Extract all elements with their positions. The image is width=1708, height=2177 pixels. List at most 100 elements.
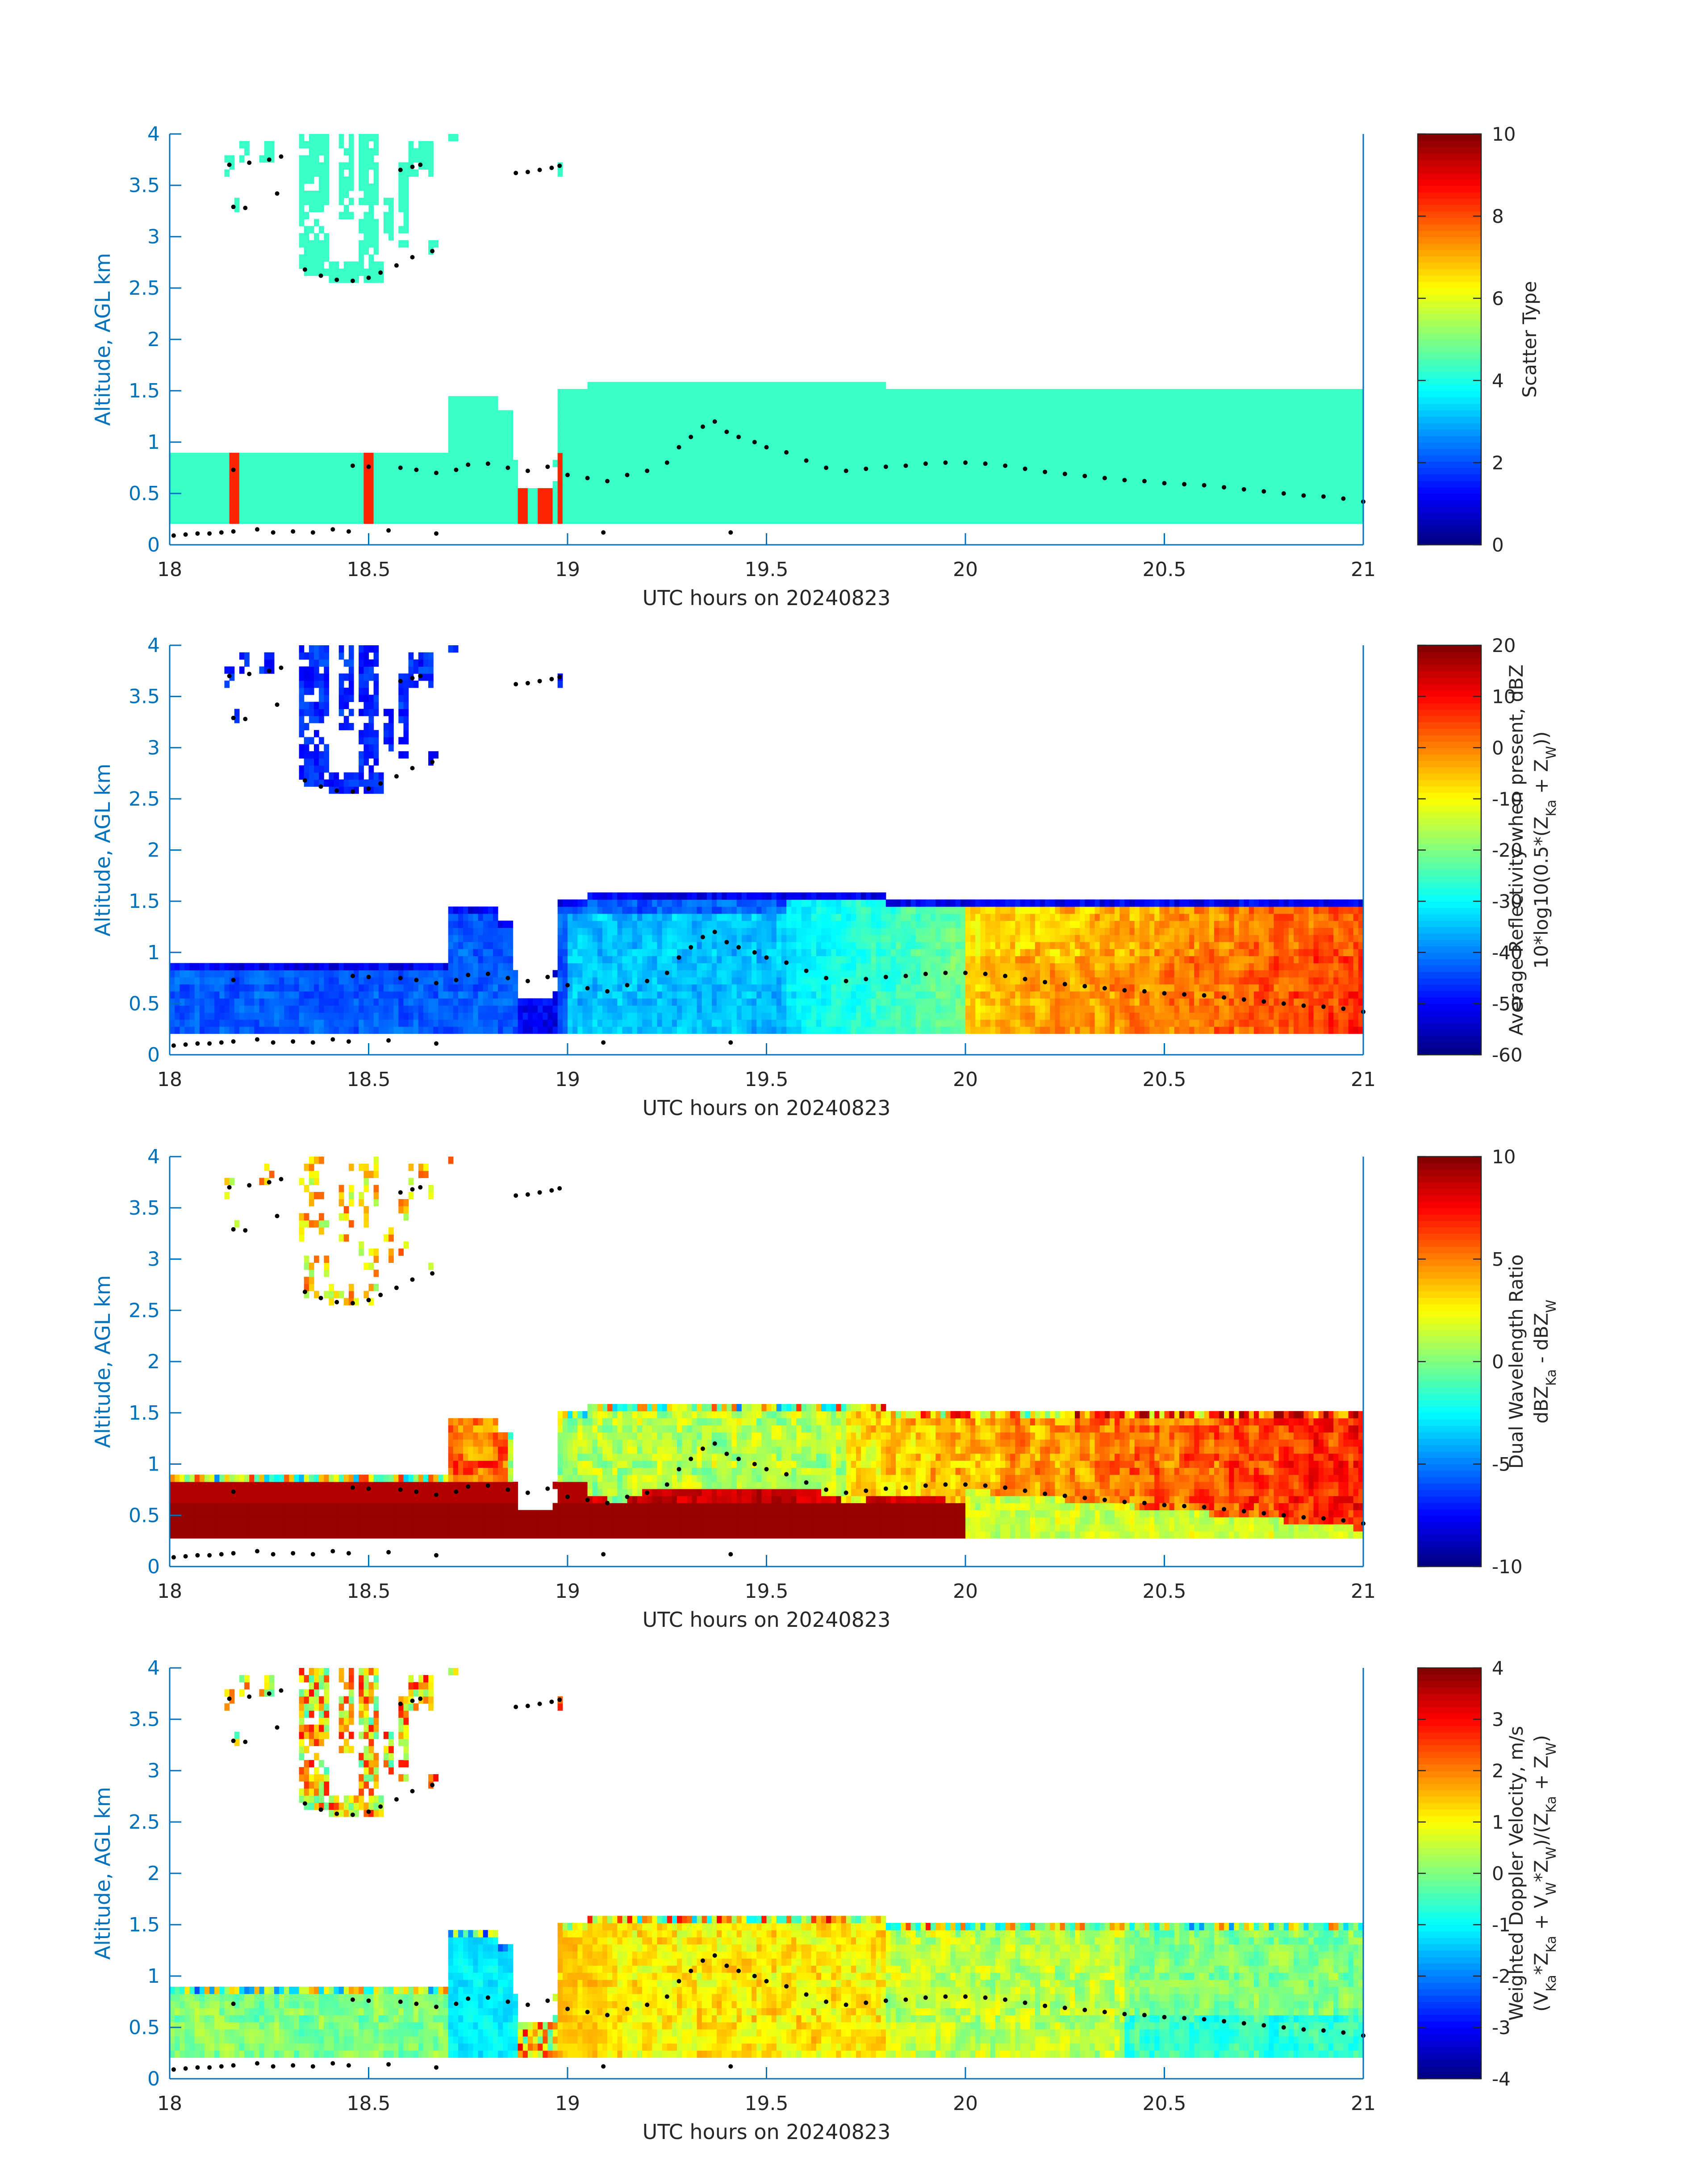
heatmap-cell <box>473 481 479 489</box>
heatmap-cell <box>896 439 901 446</box>
heatmap-cell <box>194 516 200 524</box>
heatmap-cell <box>319 467 324 474</box>
heatmap-cell <box>587 403 593 411</box>
heatmap-cell <box>1189 488 1194 496</box>
heatmap-cell <box>418 495 424 503</box>
heatmap-cell <box>1085 396 1090 404</box>
heatmap-cell <box>771 424 777 432</box>
heatmap-cell <box>329 268 334 276</box>
heatmap-cell <box>647 452 652 460</box>
heatmap-cell <box>1323 417 1329 425</box>
heatmap-cell <box>856 382 861 389</box>
heatmap-cell <box>189 474 195 481</box>
heatmap-cell <box>871 495 877 503</box>
heatmap-cell <box>1184 417 1190 425</box>
heatmap-cell <box>746 495 752 503</box>
heatmap-cell <box>925 460 931 468</box>
heatmap-cell <box>1010 502 1015 510</box>
heatmap-cell <box>1333 445 1339 453</box>
cloud-base-dot <box>983 461 988 466</box>
heatmap-cell <box>890 389 896 397</box>
heatmap-cell <box>781 396 787 404</box>
heatmap-cell <box>338 212 344 219</box>
cloud-base-dot <box>418 163 423 167</box>
heatmap-cell <box>642 410 647 418</box>
heatmap-cell <box>965 516 971 524</box>
heatmap-cell <box>453 134 459 142</box>
heatmap-cell <box>284 516 289 524</box>
heatmap-cell <box>1318 431 1324 439</box>
heatmap-cell <box>1030 509 1036 517</box>
heatmap-cell <box>1323 460 1329 468</box>
heatmap-cell <box>866 488 871 496</box>
heatmap-cell <box>249 1026 255 1034</box>
heatmap-cell <box>205 1012 210 1020</box>
heatmap-cell <box>473 516 479 524</box>
heatmap-cell <box>309 162 314 170</box>
heatmap-cell <box>1239 410 1244 418</box>
heatmap-cell <box>856 474 861 481</box>
heatmap-cell <box>1278 495 1284 503</box>
heatmap-cell <box>180 963 185 970</box>
heatmap-cell <box>214 970 220 978</box>
heatmap-cell <box>627 396 633 404</box>
y-tick-label: 1.5 <box>129 380 160 402</box>
heatmap-cell <box>378 502 384 510</box>
heatmap-cell <box>309 673 314 681</box>
heatmap-cell <box>1283 460 1289 468</box>
heatmap-cell <box>244 652 250 660</box>
heatmap-cell <box>170 502 175 510</box>
heatmap-cell <box>687 502 692 510</box>
heatmap-cell <box>1269 481 1274 489</box>
heatmap-cell <box>612 467 618 474</box>
heatmap-cell <box>478 509 484 517</box>
cloud-base-dot <box>923 461 928 466</box>
heatmap-cell <box>647 439 652 446</box>
heatmap-cell <box>423 474 429 481</box>
heatmap-cell <box>965 424 971 432</box>
heatmap-cell <box>294 516 300 524</box>
heatmap-cell <box>1199 417 1205 425</box>
heatmap-cell <box>950 389 956 397</box>
heatmap-cell <box>408 481 414 489</box>
heatmap-cell <box>1030 452 1036 460</box>
heatmap-cell <box>324 694 329 702</box>
heatmap-cell <box>1060 516 1065 524</box>
heatmap-cell <box>871 516 877 524</box>
heatmap-cell <box>935 439 941 446</box>
heatmap-cell <box>1015 396 1021 404</box>
heatmap-cell <box>632 474 638 481</box>
heatmap-cell <box>1025 460 1031 468</box>
heatmap-cell <box>319 502 324 510</box>
heatmap-cell <box>1184 502 1190 510</box>
heatmap-cell <box>1090 474 1095 481</box>
heatmap-cell <box>1050 481 1055 489</box>
heatmap-cell <box>254 495 259 503</box>
heatmap-cell <box>334 1026 339 1034</box>
cloud-base-dot <box>700 424 705 429</box>
heatmap-cell <box>925 467 931 474</box>
x-tick-label: 20 <box>953 558 978 581</box>
heatmap-cell <box>264 963 270 970</box>
heatmap-cell <box>1169 474 1175 481</box>
heatmap-cell <box>324 169 329 177</box>
cloud-base-dot <box>1043 469 1048 474</box>
heatmap-cell <box>587 396 593 404</box>
heatmap-cell <box>329 452 334 460</box>
heatmap-cell <box>194 481 200 489</box>
heatmap-cell <box>766 396 772 404</box>
heatmap-cell <box>662 467 668 474</box>
heatmap-cell <box>741 389 747 397</box>
heatmap-cell <box>1254 474 1259 481</box>
heatmap-cell <box>1338 403 1344 411</box>
heatmap-cell <box>752 417 757 425</box>
heatmap-cell <box>1174 502 1180 510</box>
heatmap-cell <box>741 516 747 524</box>
heatmap-cell <box>806 410 812 418</box>
heatmap-cell <box>1234 389 1240 397</box>
heatmap-cell <box>950 417 956 425</box>
heatmap-cell <box>1318 424 1324 432</box>
heatmap-cell <box>1288 509 1294 517</box>
heatmap-cell <box>309 488 314 496</box>
heatmap-cell <box>373 141 379 149</box>
